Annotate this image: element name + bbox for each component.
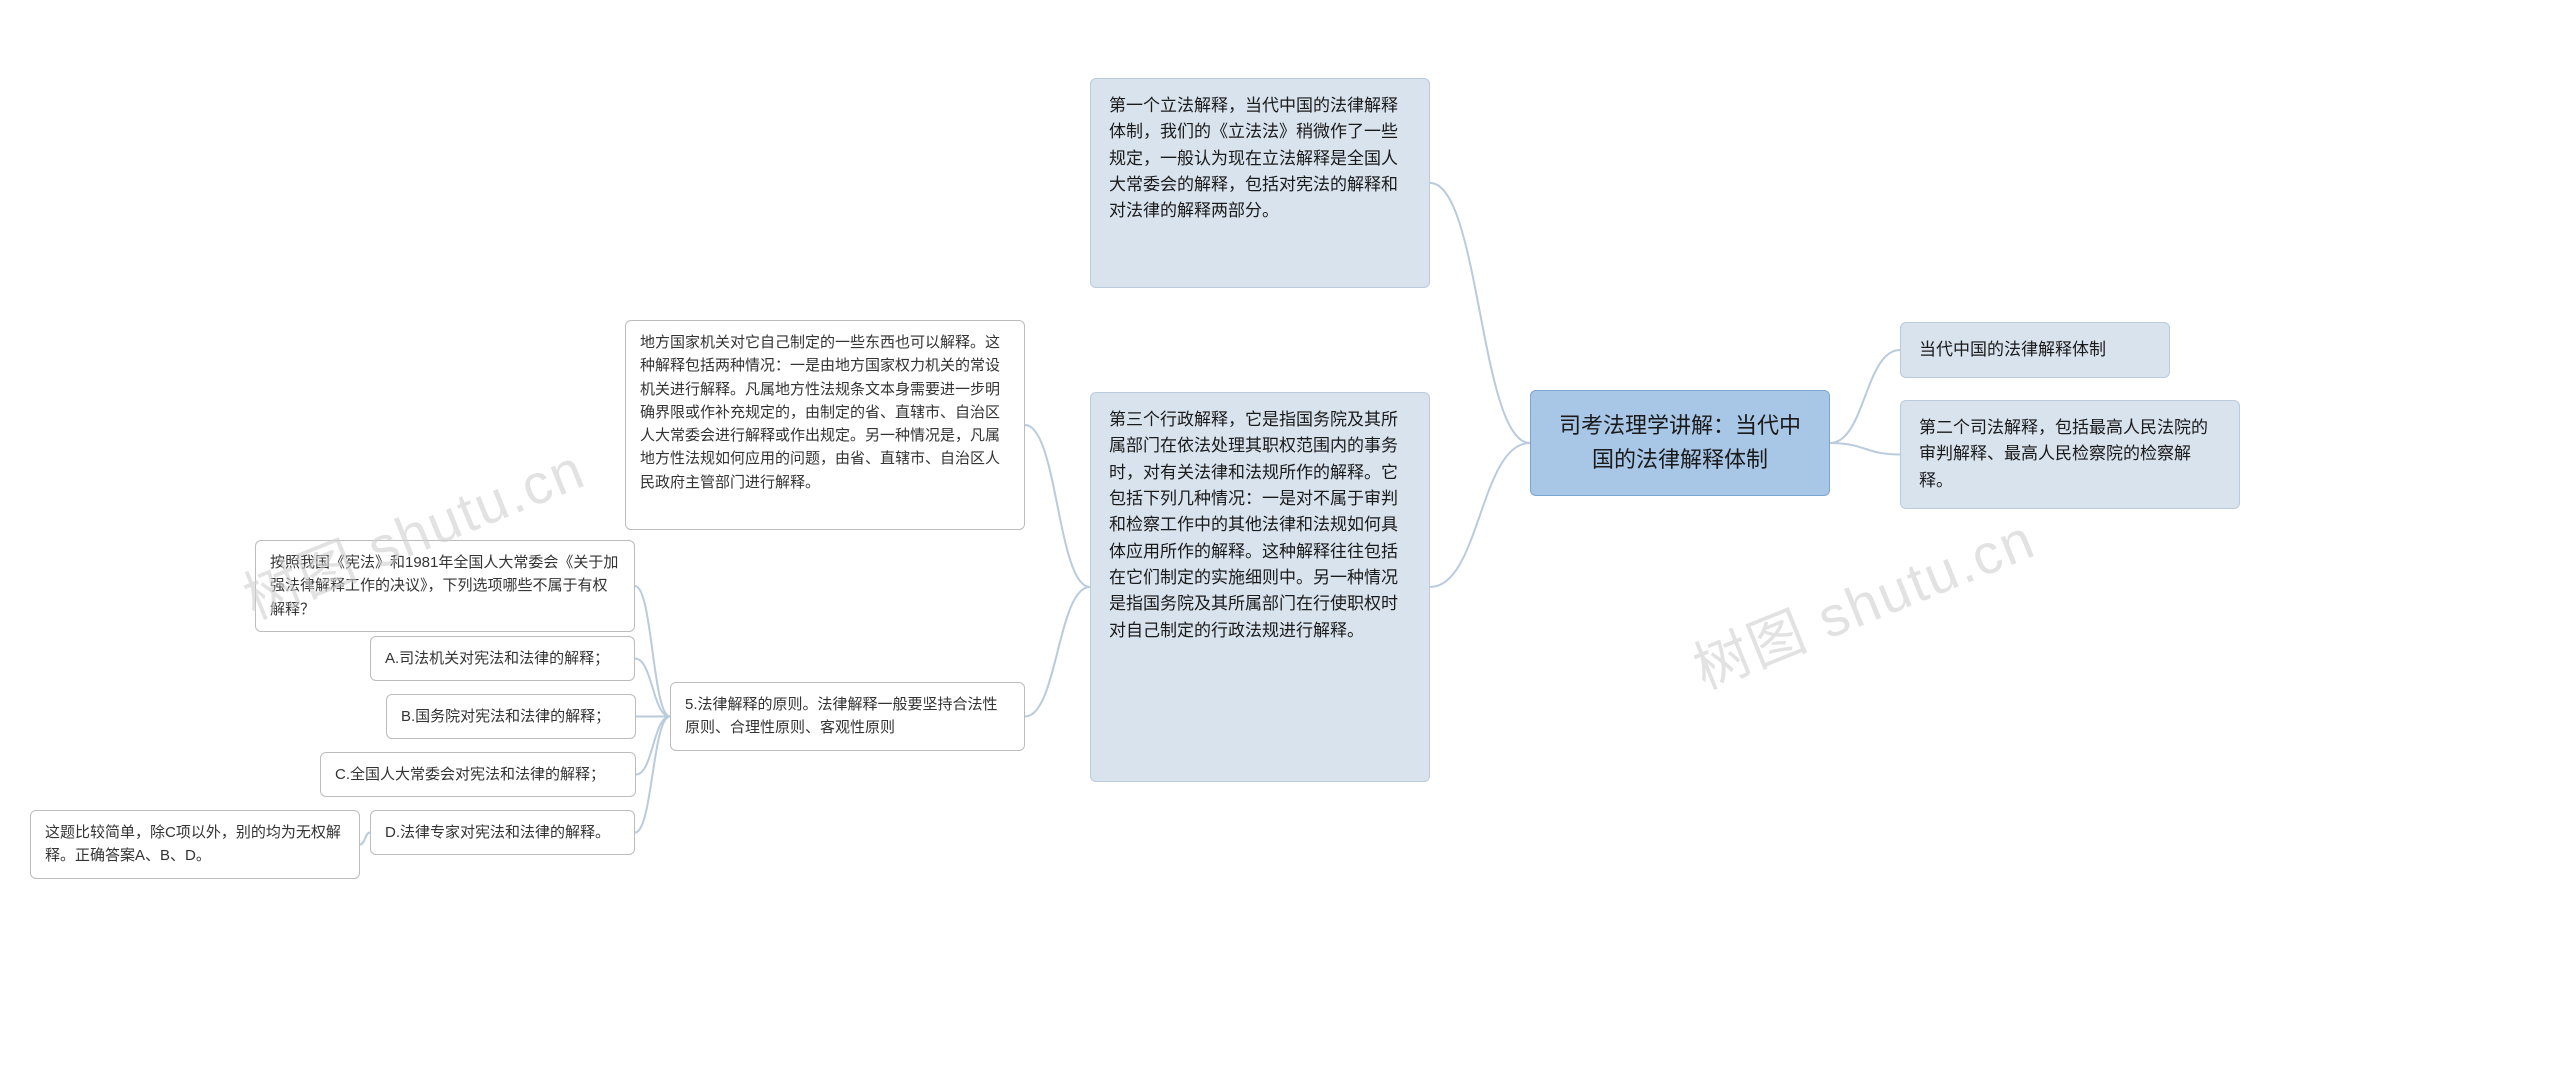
edge-s2-c — [636, 717, 670, 775]
edge-s2-q — [635, 586, 670, 717]
edge-root-l1 — [1430, 183, 1530, 443]
node-s1: 地方国家机关对它自己制定的一些东西也可以解释。这种解释包括两种情况：一是由地方国… — [625, 320, 1025, 530]
node-l1: 第一个立法解释，当代中国的法律解释体制，我们的《立法法》稍微作了一些规定，一般认… — [1090, 78, 1430, 288]
edge-root-r2 — [1830, 443, 1900, 455]
node-b: B.国务院对宪法和法律的解释； — [386, 694, 636, 739]
edge-s2-a — [635, 659, 670, 717]
node-d: D.法律专家对宪法和法律的解释。 — [370, 810, 635, 855]
edge-d-ans — [360, 833, 370, 845]
node-c: C.全国人大常委会对宪法和法律的解释； — [320, 752, 636, 797]
edge-l2-s1 — [1025, 425, 1090, 587]
node-s2: 5.法律解释的原则。法律解释一般要坚持合法性原则、合理性原则、客观性原则 — [670, 682, 1025, 751]
node-a: A.司法机关对宪法和法律的解释； — [370, 636, 635, 681]
node-ans: 这题比较简单，除C项以外，别的均为无权解释。正确答案A、B、D。 — [30, 810, 360, 879]
node-l2: 第三个行政解释，它是指国务院及其所属部门在依法处理其职权范围内的事务时，对有关法… — [1090, 392, 1430, 782]
edge-root-l2 — [1430, 443, 1530, 587]
edge-l2-s2 — [1025, 587, 1090, 717]
edge-root-r1 — [1830, 350, 1900, 443]
node-root: 司考法理学讲解：当代中国的法律解释体制 — [1530, 390, 1830, 496]
node-r2: 第二个司法解释，包括最高人民法院的审判解释、最高人民检察院的检察解释。 — [1900, 400, 2240, 509]
node-r1: 当代中国的法律解释体制 — [1900, 322, 2170, 378]
watermark-1: 树图 shutu.cn — [1680, 495, 2045, 705]
edge-s2-d — [635, 717, 670, 833]
